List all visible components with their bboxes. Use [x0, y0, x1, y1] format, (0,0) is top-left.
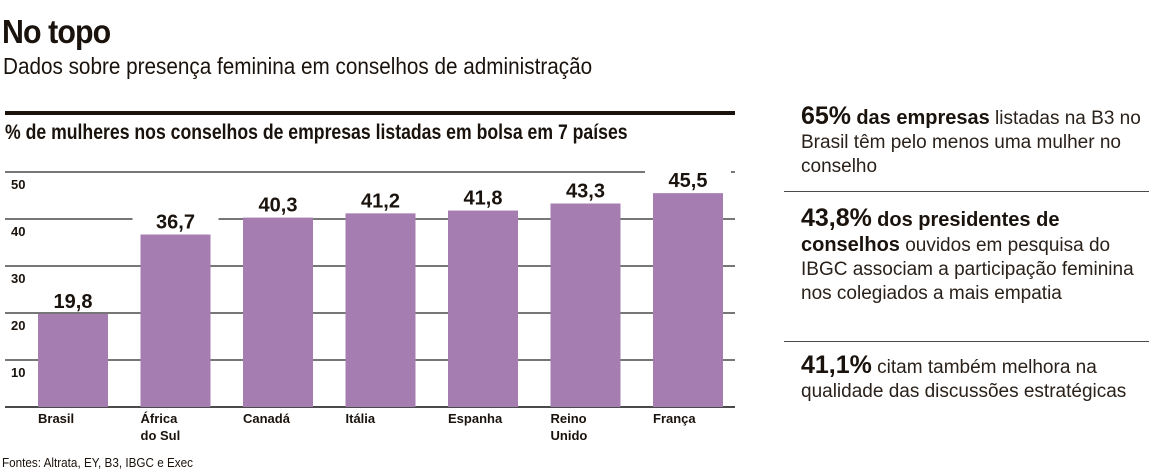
- x-tick-label: Unido: [551, 428, 588, 443]
- fact-percentage: 43,8%: [801, 204, 872, 232]
- y-tick-label: 20: [11, 318, 25, 333]
- value-label: 45,5: [669, 170, 708, 192]
- bar: [550, 203, 621, 407]
- fact-text: citam também melhora na qualidade das di…: [801, 357, 1127, 402]
- bar: [243, 217, 313, 407]
- chart-top-rule: [5, 111, 735, 115]
- value-label-backing: [542, 177, 629, 202]
- y-tick-label: 10: [11, 365, 25, 380]
- value-label-backing: [30, 287, 116, 312]
- fact-highlight: das empresas: [856, 107, 990, 129]
- bar: [653, 193, 723, 407]
- x-axis-labels: Brasil África do Sul Canadá Itália Espanha Rei…: [38, 411, 696, 443]
- x-tick-label: França: [653, 411, 696, 426]
- x-tick-label: Espanha: [448, 411, 503, 426]
- fact-text: ouvidos em pesquisa do IBGC associam a p…: [801, 235, 1134, 304]
- value-label: 36,7: [156, 212, 195, 234]
- value-label-backing: [645, 167, 731, 192]
- value-labels: 19,8 36,7 40,3 41,2 41,8 43,3 45,5: [54, 170, 708, 313]
- x-tick-label: do Sul: [141, 428, 181, 443]
- bar: [345, 213, 416, 407]
- x-tick-label: Reino: [551, 411, 587, 426]
- page-subtitle: Dados sobre presença feminina em conselh…: [3, 53, 593, 79]
- fact-item: 41,1% citam também melhora na qualidade …: [784, 353, 1146, 404]
- source-note: Fontes: Altrata, EY, B3, IBGC e Exec: [2, 455, 193, 470]
- bar: [38, 313, 108, 407]
- value-label: 43,3: [566, 180, 605, 202]
- fact-highlight: dos presidentes de conselhos: [801, 209, 1060, 256]
- y-axis-ticks: 10 20 30 40 50: [11, 177, 25, 380]
- fact-item: 65% das empresas listadas na B3 no Brasi…: [784, 104, 1146, 179]
- value-label: 41,8: [464, 188, 503, 210]
- fact-percentage: 65%: [801, 102, 852, 130]
- bars: [30, 167, 731, 407]
- fact-text: listadas na B3 no Brasil têm pelo menos …: [801, 108, 1141, 177]
- y-tick-label: 30: [11, 271, 25, 286]
- x-tick-label: Brasil: [38, 411, 74, 426]
- divider: [784, 341, 1149, 342]
- y-tick-label: 40: [11, 224, 25, 239]
- bar: [448, 210, 518, 407]
- x-tick-label: Canadá: [243, 411, 291, 426]
- chart-title: % de mulheres nos conselhos de empresas …: [5, 121, 628, 144]
- page-title: No topo: [2, 13, 111, 50]
- x-tick-label: Itália: [346, 411, 376, 426]
- value-label-backing: [440, 184, 526, 209]
- value-label: 40,3: [259, 195, 298, 217]
- value-label: 41,2: [361, 190, 400, 212]
- value-label-backing: [337, 187, 424, 212]
- y-tick-label: 50: [11, 177, 25, 192]
- x-tick-label: África: [141, 411, 179, 426]
- fact-percentage: 41,1%: [801, 351, 872, 379]
- value-label: 19,8: [54, 291, 93, 313]
- divider: [784, 191, 1149, 192]
- bar: [140, 234, 211, 407]
- value-label-backing: [235, 191, 321, 216]
- fact-item: 43,8% dos presidentes de conselhos ouvid…: [784, 206, 1146, 306]
- value-label-backing: [132, 208, 219, 233]
